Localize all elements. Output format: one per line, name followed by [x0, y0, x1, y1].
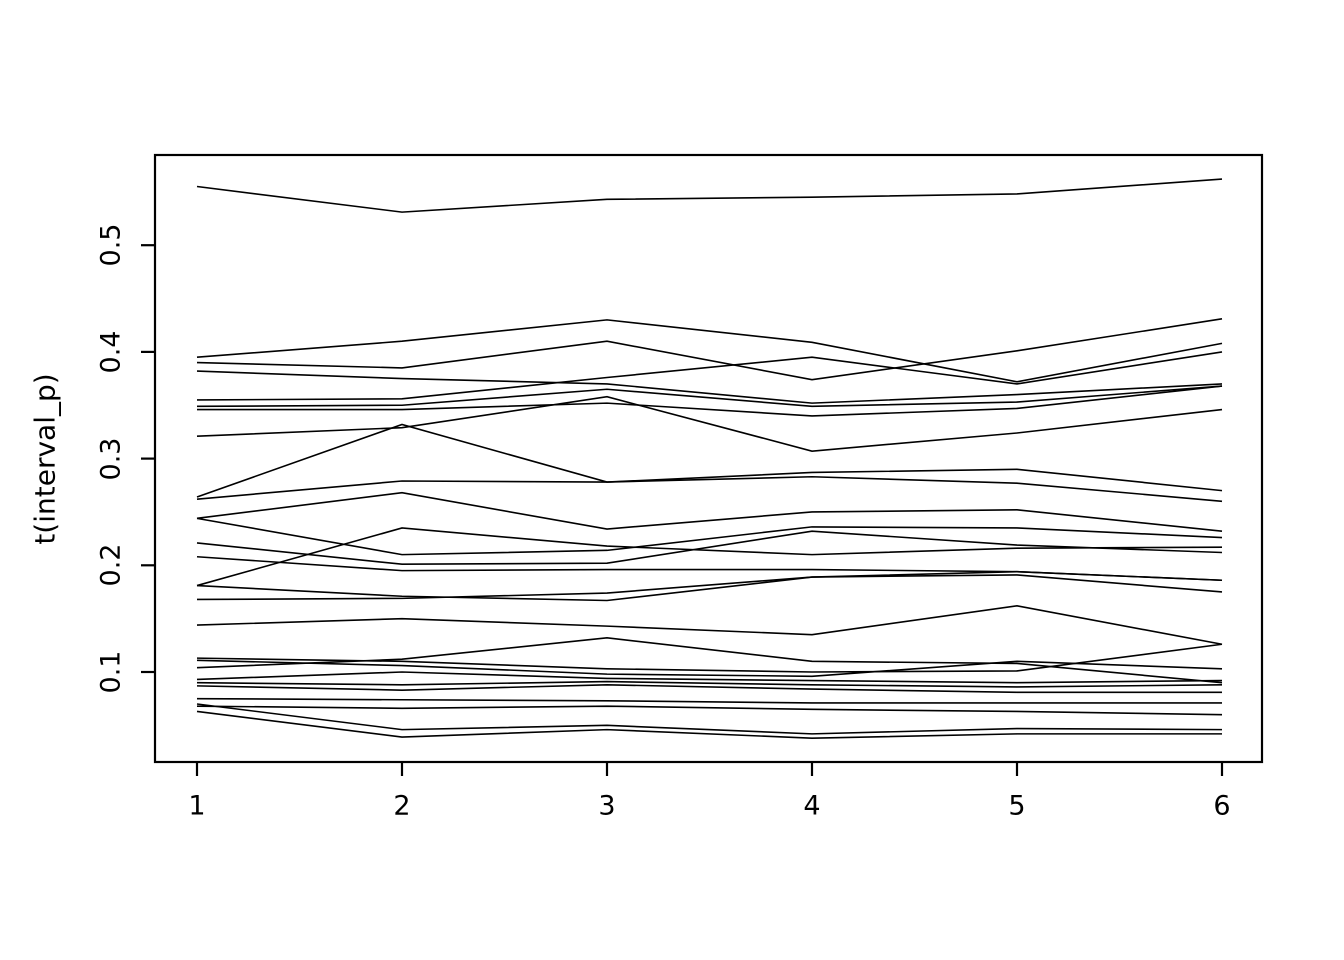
series-s26 [196, 705, 1223, 716]
series-s12 [196, 517, 1223, 556]
series-s1 [196, 178, 1223, 213]
series-s21 [196, 659, 1223, 678]
series-s7 [197, 385, 1223, 417]
ytick-label-3: 0.4 [95, 330, 127, 374]
xtick-label-5: 6 [1213, 790, 1231, 822]
series-s13 [196, 530, 1223, 566]
series-s14 [196, 555, 1223, 582]
series-s16 [196, 574, 1223, 602]
series-s4 [196, 351, 1223, 401]
series-s28 [196, 710, 1222, 739]
series-s25 [196, 697, 1222, 704]
ytick-label-2: 0.3 [95, 437, 127, 481]
series-s27 [196, 703, 1223, 735]
series-s10 [196, 423, 1223, 503]
series-s8 [196, 395, 1223, 452]
series-s2 [196, 318, 1223, 381]
ytick-label-1: 0.2 [95, 543, 127, 587]
xtick-label-0: 1 [188, 790, 206, 822]
series-s22 [196, 671, 1223, 684]
series-s9 [196, 468, 1223, 500]
xtick-label-3: 4 [803, 790, 821, 822]
series-s20 [196, 643, 1223, 673]
series-s18 [196, 605, 1223, 646]
series-s5 [196, 370, 1223, 404]
y-axis-title: t(interval_p) [28, 372, 62, 545]
xtick-label-2: 3 [598, 790, 616, 822]
series-s23 [196, 680, 1223, 688]
xtick-label-1: 2 [393, 790, 411, 822]
series-s15 [196, 527, 1223, 587]
series-s11 [196, 491, 1223, 532]
series-s6 [196, 385, 1223, 408]
series-s24 [196, 684, 1222, 694]
ytick-label-0: 0.1 [95, 650, 127, 694]
series-s3 [196, 319, 1223, 383]
xtick-label-4: 5 [1008, 790, 1026, 822]
series-s17 [196, 570, 1223, 601]
ytick-label-4: 0.5 [95, 223, 127, 267]
